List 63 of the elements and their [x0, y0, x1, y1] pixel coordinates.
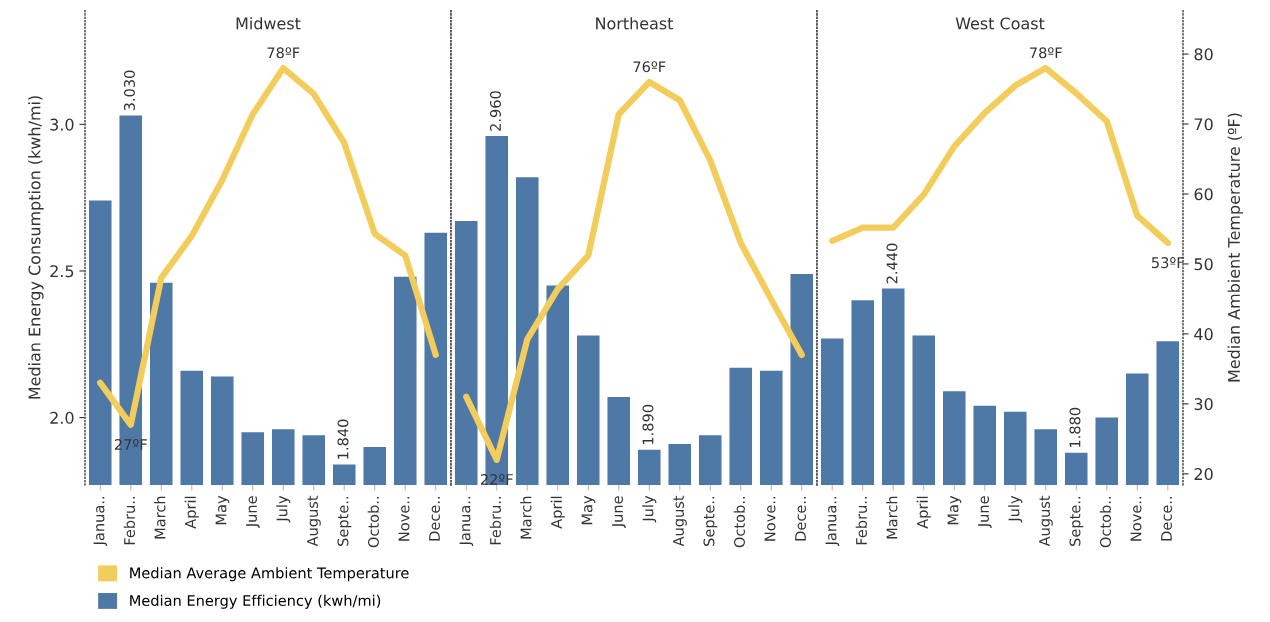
x-tick-label: April	[184, 496, 199, 529]
y2-tick-label: 80	[1194, 48, 1213, 61]
data-label: 1.880	[1069, 407, 1081, 447]
x-tick-label: July	[642, 495, 657, 523]
x-tick-label: July	[1008, 495, 1023, 523]
x-tick-label: Septe..	[337, 496, 352, 546]
y-axis-title: Median Energy Consumption (kwh/mi)	[28, 96, 44, 399]
x-tick-label: Nove..	[398, 496, 410, 541]
y-tick-label: 3.0	[50, 118, 74, 131]
x-tick-label: Dece..	[1161, 496, 1172, 541]
y-tick-label: 2.5	[50, 265, 74, 278]
x-tick-label: Janua..	[459, 496, 474, 547]
x-tick-label: Febru..	[123, 496, 135, 545]
data-label: 2.960	[489, 91, 501, 131]
x-tick-label: April	[550, 496, 565, 529]
y2-tick-label: 50	[1194, 258, 1213, 271]
data-label: 2.440	[886, 243, 898, 284]
x-tick-label: May	[947, 495, 962, 525]
x-tick-label: April	[916, 496, 931, 529]
x-tick-label: August	[1039, 495, 1053, 547]
data-label: 78ºF	[1030, 47, 1062, 59]
data-label: 76ºF	[633, 61, 666, 73]
x-tick-label: May	[581, 495, 596, 525]
x-tick-label: Octob..	[367, 496, 379, 548]
y2-tick-label: 30	[1194, 398, 1213, 411]
x-tick-label: May	[215, 495, 230, 525]
x-tick-label: Febru..	[489, 496, 501, 545]
y2-tick-label: 60	[1194, 188, 1213, 201]
x-tick-label: Dece..	[795, 496, 806, 541]
chart-title: Northeast	[596, 17, 674, 30]
y2-axis-title: Median Ambient Temperature (ºF)	[1227, 113, 1244, 382]
x-tick-label: Septe..	[1069, 496, 1084, 546]
x-tick-label: August	[307, 495, 321, 547]
x-tick-label: Janua..	[825, 496, 840, 547]
data-label: 3.030	[123, 70, 135, 111]
x-tick-label: June	[246, 496, 260, 528]
y2-tick-label: 70	[1194, 118, 1213, 131]
y2-tick-label: 20	[1194, 468, 1213, 481]
x-tick-label: March	[520, 496, 532, 539]
x-tick-label: Nove..	[764, 496, 776, 541]
y-tick-label: 2.0	[50, 411, 74, 424]
chart-title: Midwest	[236, 17, 301, 30]
data-label: 78ºF	[267, 47, 300, 59]
x-tick-label: June	[978, 496, 992, 528]
x-tick-label: March	[154, 496, 166, 539]
x-tick-label: Janua..	[93, 496, 108, 547]
data-label: 1.840	[337, 419, 349, 459]
x-tick-label: June	[612, 496, 626, 528]
x-tick-label: Nove..	[1130, 496, 1142, 541]
x-tick-label: Septe..	[703, 496, 718, 546]
x-tick-label: Octob..	[733, 496, 745, 548]
y2-tick-label: 40	[1194, 328, 1213, 341]
x-tick-label: Febru..	[855, 496, 867, 545]
chart-title: West Coast	[955, 17, 1045, 30]
data-label: 53ºF	[1151, 257, 1184, 269]
x-tick-label: Octob..	[1099, 496, 1111, 548]
legend-label: Median Energy Efficiency (kwh/mi)	[130, 594, 381, 609]
x-tick-label: Dece..	[429, 496, 440, 541]
x-tick-label: March	[886, 496, 898, 539]
data-label: 1.890	[642, 404, 654, 445]
x-tick-label: July	[276, 495, 291, 523]
x-tick-label: August	[673, 495, 687, 547]
legend-label: Median Average Ambient Temperature	[130, 567, 409, 582]
